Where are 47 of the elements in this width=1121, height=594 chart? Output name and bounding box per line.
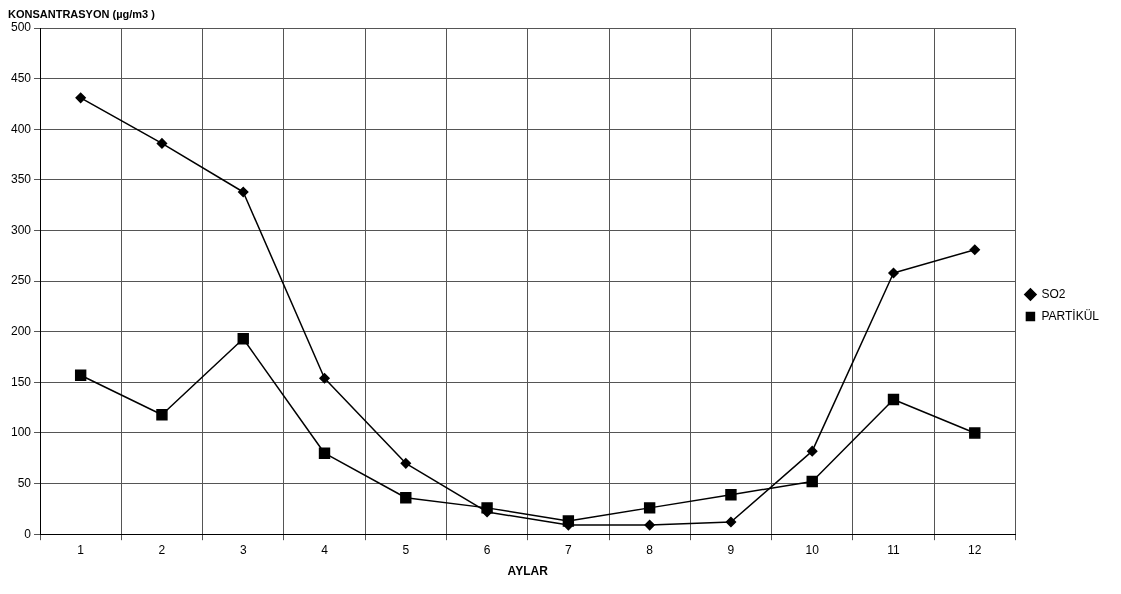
legend-label: SO2 bbox=[1041, 286, 1066, 301]
point bbox=[237, 186, 249, 198]
x-tick-label: 12 bbox=[968, 542, 982, 557]
point bbox=[156, 138, 168, 149]
y-tick-label: 100 bbox=[10, 425, 32, 440]
point bbox=[156, 409, 168, 421]
x-tick-label: 6 bbox=[483, 542, 491, 557]
point bbox=[888, 267, 899, 279]
point bbox=[887, 393, 900, 406]
x-tick-label: 4 bbox=[321, 542, 329, 557]
point bbox=[400, 458, 412, 469]
x-tick-label: 8 bbox=[646, 542, 654, 557]
x-tick-label: 7 bbox=[565, 542, 573, 557]
x-tick-label: 5 bbox=[402, 542, 410, 557]
x-tick-label: 3 bbox=[239, 542, 247, 557]
point bbox=[74, 369, 87, 381]
y-tick-label: 250 bbox=[10, 273, 32, 288]
point bbox=[806, 445, 818, 457]
y-tick-label: 500 bbox=[10, 20, 32, 35]
point bbox=[725, 516, 737, 528]
x-tick-label: 1 bbox=[77, 542, 85, 557]
x-tick-label: 2 bbox=[158, 542, 166, 557]
x-axis-title: AYLAR bbox=[507, 564, 549, 579]
y-tick-label: 50 bbox=[17, 475, 32, 490]
y-tick-label: 0 bbox=[24, 526, 32, 541]
y-tick-label: 150 bbox=[10, 374, 32, 389]
point bbox=[806, 475, 818, 488]
y-tick-label: 350 bbox=[10, 172, 32, 187]
point bbox=[237, 333, 249, 345]
y-tick-label: 400 bbox=[10, 121, 32, 136]
point bbox=[969, 427, 981, 439]
y-axis-title: KONSANTRASYON (µg/m3 ) bbox=[8, 8, 155, 20]
point bbox=[318, 447, 331, 459]
point bbox=[75, 92, 86, 104]
y-tick-label: 200 bbox=[10, 324, 32, 339]
point bbox=[400, 492, 412, 504]
y-tick-label: 450 bbox=[10, 70, 32, 85]
point bbox=[969, 244, 981, 255]
point bbox=[725, 489, 737, 501]
legend-label: PARTİKÜL bbox=[1041, 308, 1100, 323]
x-tick-label: 11 bbox=[887, 542, 901, 557]
point bbox=[643, 502, 656, 514]
point bbox=[644, 519, 655, 531]
x-tick-label: 9 bbox=[727, 542, 735, 557]
y-tick-label: 300 bbox=[10, 222, 32, 237]
point bbox=[319, 373, 330, 384]
x-tick-label: 10 bbox=[805, 542, 820, 557]
